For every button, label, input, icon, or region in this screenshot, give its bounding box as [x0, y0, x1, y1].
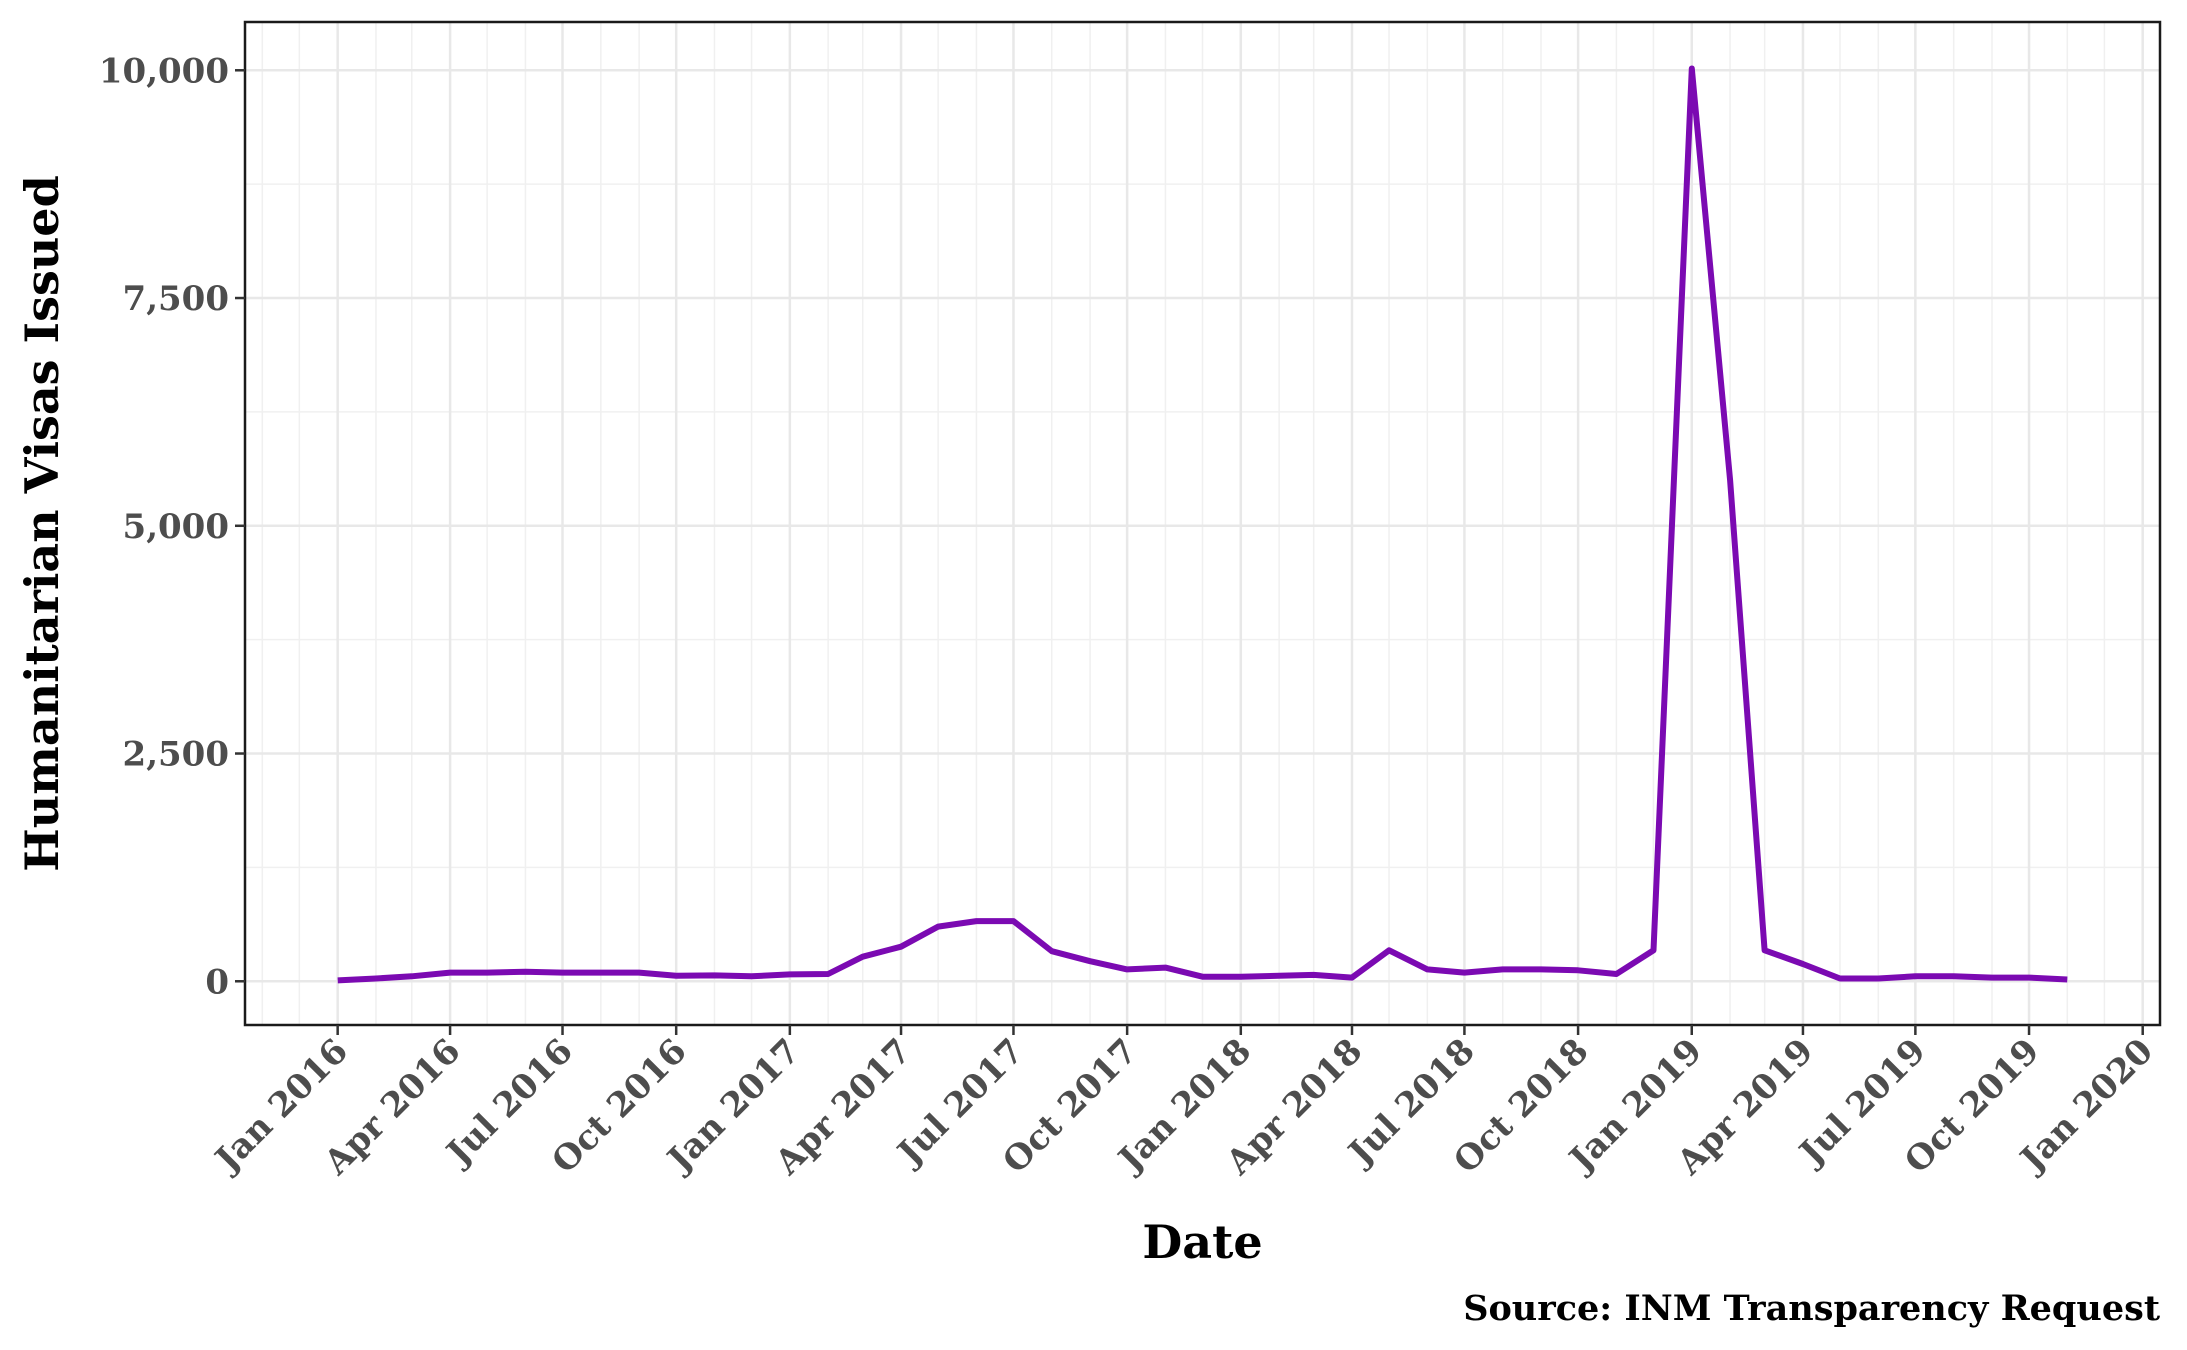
y-axis: 0 2,500 5,000 7,500 10,000: [99, 51, 245, 1002]
major-gridlines: [245, 22, 2160, 1025]
series-layer: [337, 65, 2068, 984]
x-axis-title: Date: [1142, 1215, 1262, 1269]
y-tick-label: 7,500: [123, 279, 229, 319]
y-tick-label: 2,500: [123, 735, 229, 775]
y-tick-label: 5,000: [123, 507, 229, 547]
y-tick-label: 10,000: [99, 51, 229, 91]
y-axis-title: Humanitarian Visas Issued: [15, 175, 69, 872]
plot-panel-border: [243, 20, 2162, 1027]
y-tick-label: 0: [205, 962, 229, 1002]
source-caption: Source: INM Transparency Request: [1463, 1288, 2160, 1329]
minor-gridlines: [245, 22, 2160, 1025]
visas-series-line: [337, 65, 2068, 984]
